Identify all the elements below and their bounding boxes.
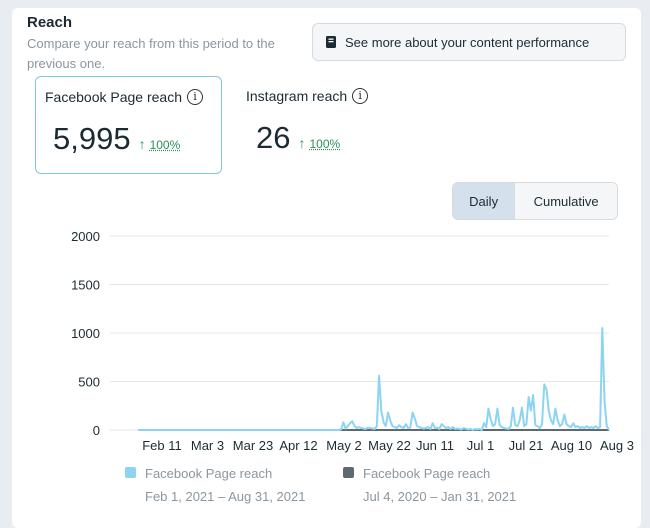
y-tick-label: 500 xyxy=(78,375,100,390)
legend-swatch-current xyxy=(125,467,136,478)
facebook-reach-card[interactable]: Facebook Page reach i 5,995 ↑ 100% xyxy=(35,76,222,174)
section-description: Compare your reach from this period to t… xyxy=(27,36,275,71)
metric-change: ↑ 100% xyxy=(298,135,340,151)
reach-card: Reach Compare your reach from this perio… xyxy=(12,8,641,528)
book-icon xyxy=(325,35,337,49)
legend-period-previous: Jul 4, 2020 – Jan 31, 2021 xyxy=(363,489,517,504)
x-tick-label: Feb 11 xyxy=(142,438,182,453)
series-line-current xyxy=(138,327,610,431)
info-icon[interactable]: i xyxy=(186,89,203,105)
y-tick-label: 1000 xyxy=(71,326,100,341)
legend-period-current: Feb 1, 2021 – Aug 31, 2021 xyxy=(145,489,306,504)
info-icon[interactable]: i xyxy=(352,88,369,104)
content-performance-button[interactable]: See more about your content performance xyxy=(312,23,626,61)
metric-value: 26 xyxy=(256,120,291,155)
toggle-cumulative[interactable]: Cumulative xyxy=(514,183,617,219)
legend-series-previous[interactable]: Facebook Page reach xyxy=(363,466,491,481)
arrow-up-icon: ↑ xyxy=(138,136,146,152)
reach-line-chart: 2000 1500 1000 500 0 Feb 11 Mar 3 Mar 23 Apr 12 M… xyxy=(71,229,634,453)
legend-swatch-previous xyxy=(343,467,354,478)
x-tick-label: Jul 1 xyxy=(467,438,494,453)
x-tick-label: Jul 21 xyxy=(509,438,544,453)
x-tick-label: Aug 3 xyxy=(600,438,634,453)
x-tick-label: Mar 3 xyxy=(191,438,224,453)
toggle-daily[interactable]: Daily xyxy=(453,183,515,219)
x-tick-label: Apr 12 xyxy=(279,438,317,453)
view-toggle: Daily Cumulative xyxy=(452,182,618,220)
x-tick-label: Aug 10 xyxy=(551,438,592,453)
legend-series-current[interactable]: Facebook Page reach xyxy=(145,466,273,481)
change-percent[interactable]: 100% xyxy=(149,138,181,152)
metric-label: Instagram reach xyxy=(246,88,348,104)
x-tick-label: May 2 xyxy=(326,438,361,453)
x-tick-label: Mar 23 xyxy=(233,438,273,453)
metric-change: ↑ 100% xyxy=(139,136,181,152)
y-tick-label: 1500 xyxy=(71,278,100,293)
change-percent[interactable]: 100% xyxy=(309,137,341,151)
y-tick-label: 2000 xyxy=(71,229,100,244)
x-tick-label: May 22 xyxy=(368,438,411,453)
metric-label: Facebook Page reach xyxy=(45,89,182,105)
metric-value: 5,995 xyxy=(53,121,131,156)
content-performance-label: See more about your content performance xyxy=(345,34,590,50)
arrow-up-icon: ↑ xyxy=(298,135,306,151)
instagram-reach-card[interactable]: Instagram reach i 26 ↑ 100% xyxy=(236,76,426,174)
section-title: Reach xyxy=(27,14,73,31)
y-tick-label: 0 xyxy=(93,423,100,438)
x-tick-label: Jun 11 xyxy=(416,438,454,453)
